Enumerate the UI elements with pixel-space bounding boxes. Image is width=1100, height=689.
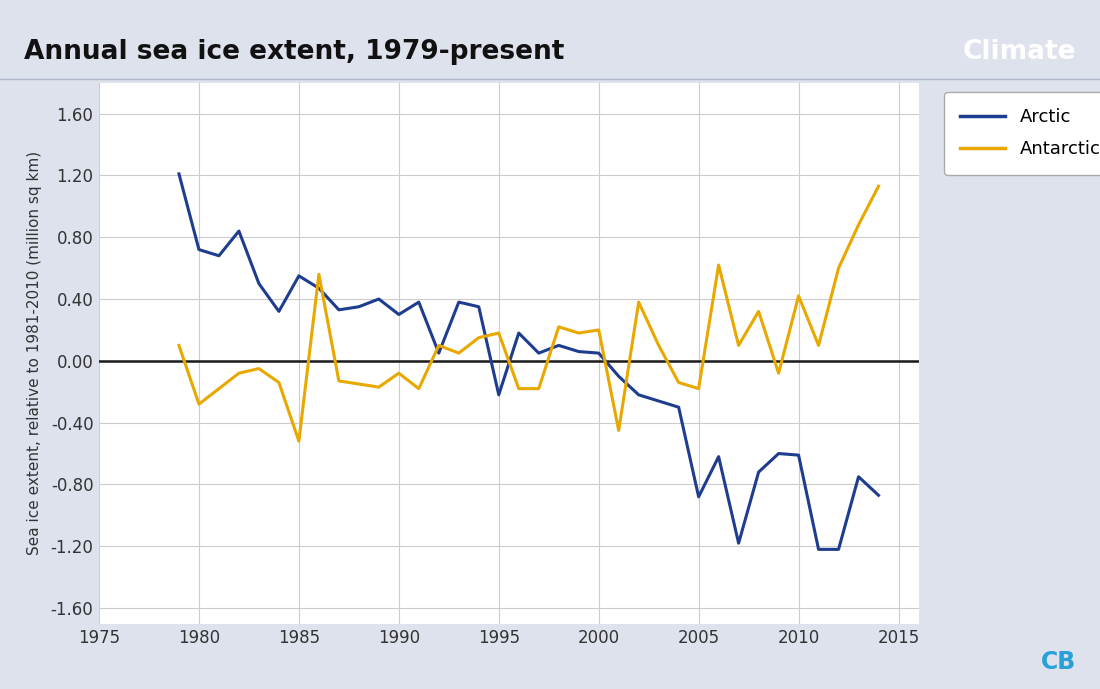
Text: CB: CB <box>1041 650 1076 674</box>
Legend: Arctic, Antarctic: Arctic, Antarctic <box>944 92 1100 174</box>
Text: Climate: Climate <box>962 39 1076 65</box>
Y-axis label: Sea ice extent, relative to 1981-2010 (million sq km): Sea ice extent, relative to 1981-2010 (m… <box>28 151 42 555</box>
Text: Annual sea ice extent, 1979-present: Annual sea ice extent, 1979-present <box>24 39 564 65</box>
